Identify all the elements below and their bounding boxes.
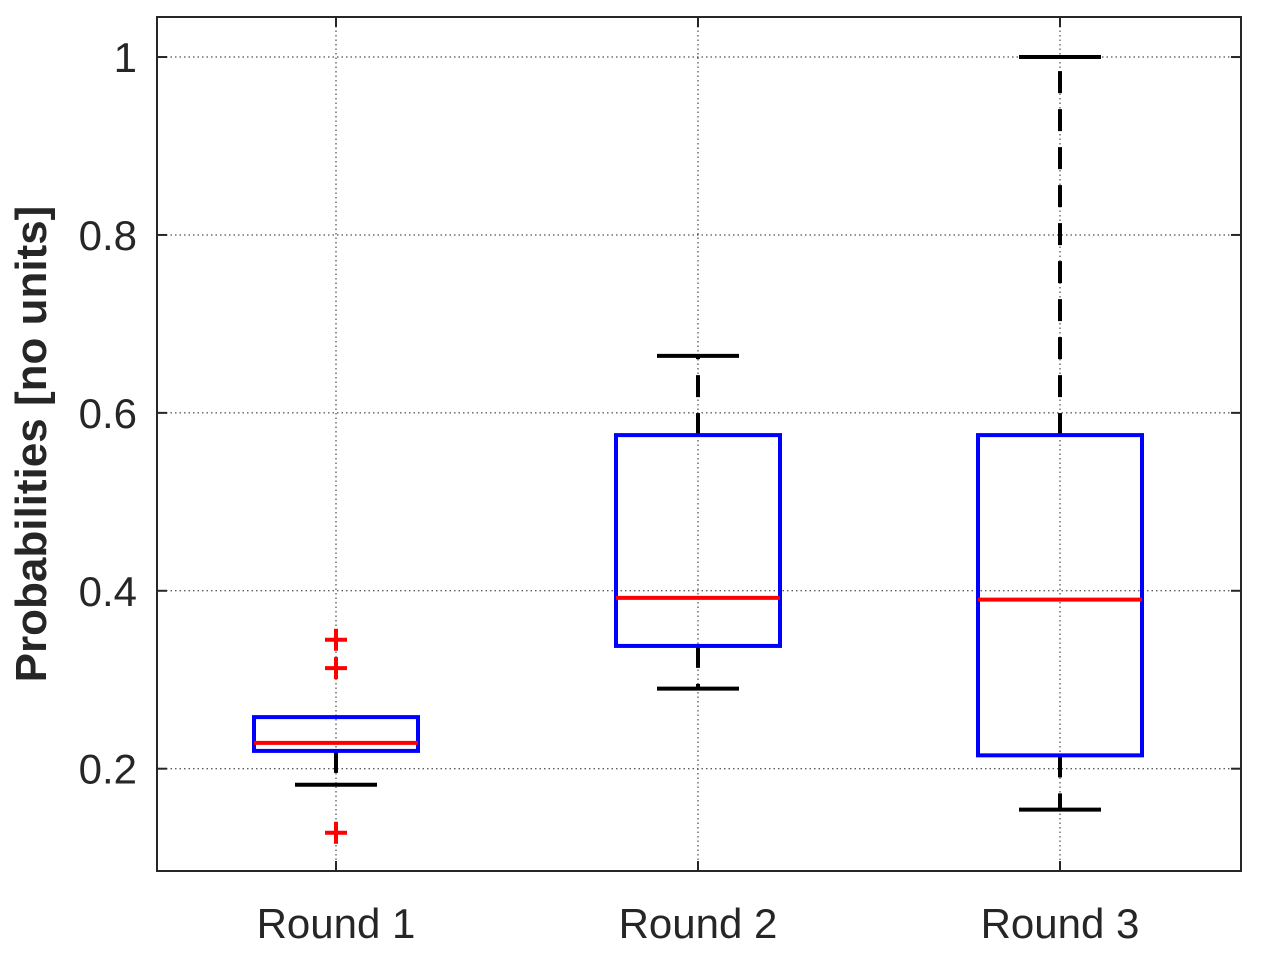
box-1 [252, 628, 420, 844]
y-tick-label: 0.2 [79, 746, 137, 793]
x-tick-label: Round 2 [619, 900, 778, 947]
interquartile-box [252, 715, 420, 753]
box-plot-series [252, 55, 1144, 844]
box-2 [614, 353, 782, 691]
y-tick-label: 1 [114, 34, 137, 81]
outlier-marker [325, 821, 347, 844]
box-3 [976, 55, 1144, 812]
y-tick-label: 0.6 [79, 390, 137, 437]
interquartile-box [614, 433, 782, 648]
x-tick-label: Round 3 [981, 900, 1140, 947]
y-axis-title: Probabilities [no units] [7, 206, 56, 683]
outlier-marker [325, 657, 347, 680]
y-tick-label: 0.4 [79, 568, 137, 615]
x-tick-label: Round 1 [257, 900, 416, 947]
y-tick-label: 0.8 [79, 212, 137, 259]
axis-ticks: 0.2 0.4 0.6 0.8 1 Round 1 Round 2 Round 3 [79, 17, 1241, 947]
outlier-marker [325, 628, 347, 651]
interquartile-box [976, 433, 1144, 758]
